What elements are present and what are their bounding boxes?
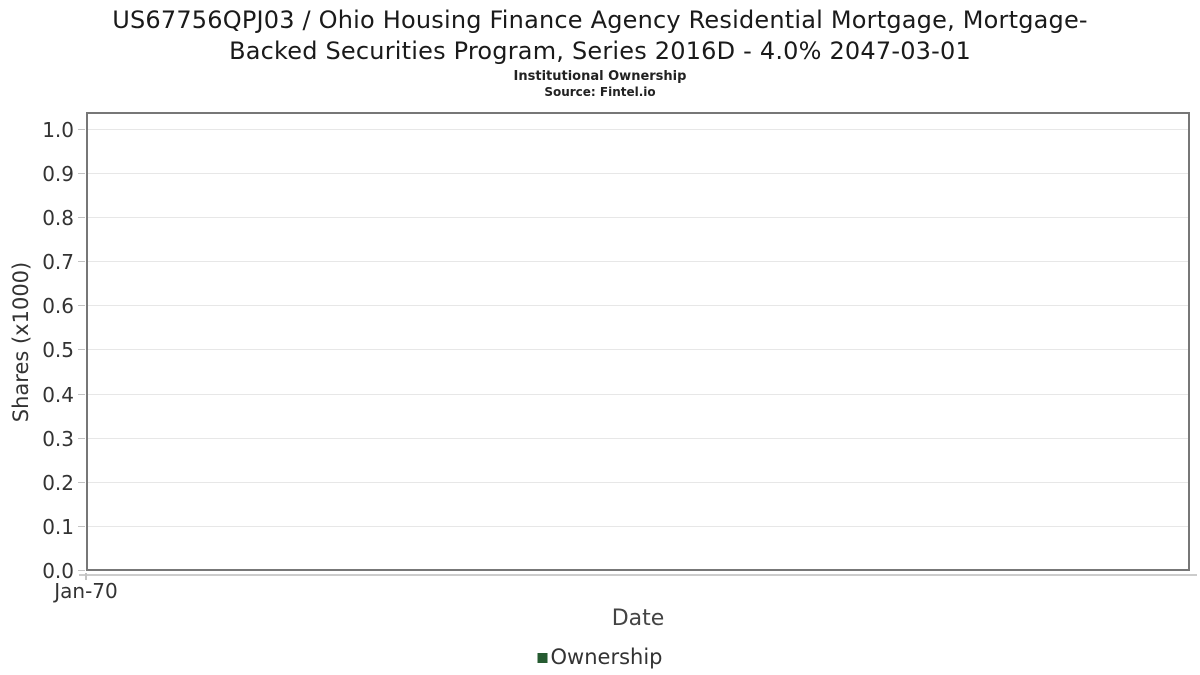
gridline	[88, 173, 1188, 174]
x-tick-mark	[85, 573, 87, 580]
gridline	[88, 482, 1188, 483]
y-tick-mark	[78, 129, 85, 130]
gridline	[88, 305, 1188, 306]
y-tick-mark	[78, 438, 85, 439]
gridline	[88, 349, 1188, 350]
plot-area: 0.0 0.1 0.2 0.3 0.4 0.5 0.6 0.7 0.8 0.9 1.0 Jan-70	[42, 112, 1197, 603]
y-tick-mark	[78, 261, 85, 262]
y-tick-mark	[78, 305, 85, 306]
gridline	[88, 129, 1188, 130]
y-tick-label: 0.0	[42, 559, 74, 583]
y-tick-mark	[78, 217, 85, 218]
plot-border	[86, 112, 1190, 571]
y-tick-label: 0.3	[42, 427, 74, 451]
y-tick-label: 0.4	[42, 383, 74, 407]
y-tick-label: 0.5	[42, 338, 74, 362]
y-tick-mark	[78, 482, 85, 483]
y-tick-label: 0.6	[42, 294, 74, 318]
chart-title-line2: Backed Securities Program, Series 2016D …	[229, 37, 971, 65]
y-tick-label: 0.8	[42, 206, 74, 230]
y-tick-label: 0.7	[42, 250, 74, 274]
y-tick-mark	[78, 526, 85, 527]
gridline	[88, 217, 1188, 218]
legend-series-label: Ownership	[550, 645, 663, 669]
y-tick-label: 0.9	[42, 162, 74, 186]
y-tick-mark	[78, 570, 85, 571]
gridline	[88, 261, 1188, 262]
legend-marker-square	[537, 653, 548, 663]
y-axis-label: Shares (x1000)	[9, 261, 33, 423]
chart-subtitle: Institutional Ownership	[513, 69, 687, 84]
gridline	[88, 394, 1188, 395]
x-axis-label: Date	[611, 606, 665, 631]
y-tick-label: 0.1	[42, 515, 74, 539]
x-axis-line	[79, 574, 1197, 576]
x-tick-label: Jan-70	[54, 579, 118, 603]
gridline	[88, 438, 1188, 439]
y-tick-mark	[78, 394, 85, 395]
y-tick-label: 1.0	[42, 118, 74, 142]
legend[interactable]: Ownership	[537, 645, 663, 669]
y-tick-mark	[78, 173, 85, 174]
gridline	[88, 526, 1188, 527]
chart-title: US67756QPJ03 / Ohio Housing Finance Agen…	[0, 5, 1200, 67]
y-tick-label: 0.2	[42, 471, 74, 495]
y-tick-mark	[78, 349, 85, 350]
chart-source-attribution: Source: Fintel.io	[544, 85, 656, 99]
chart-title-line1: US67756QPJ03 / Ohio Housing Finance Agen…	[112, 6, 1088, 34]
